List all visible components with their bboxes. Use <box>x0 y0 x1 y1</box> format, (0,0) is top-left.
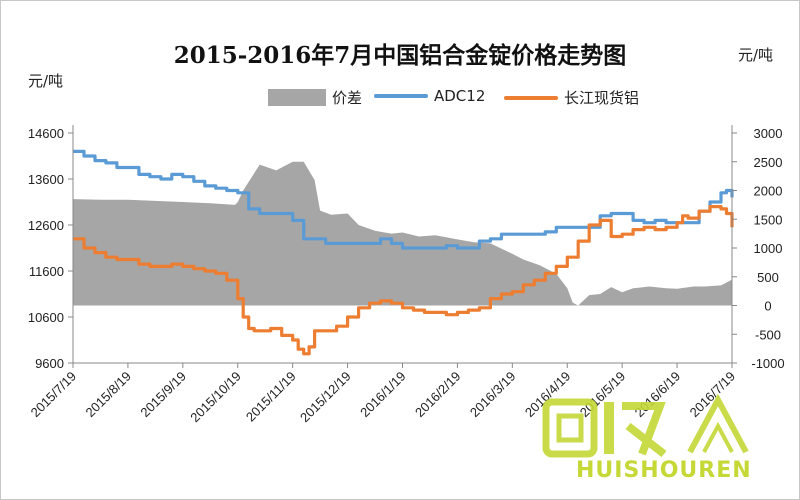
x-tick-label: 2015/11/19 <box>243 369 299 425</box>
y-right-tick-label: -500 <box>755 327 781 342</box>
y-right-tick-label: 2500 <box>754 155 783 170</box>
x-tick-label: 2015/12/19 <box>297 369 354 426</box>
x-tick-label: 2016/3/19 <box>467 369 519 421</box>
legend-label-changjiang: 长江现货铝 <box>564 89 640 107</box>
y-left-unit-label: 元/吨 <box>28 72 64 90</box>
y-left-tick-label: 12600 <box>28 218 64 233</box>
y-right-tick-label: 2000 <box>754 184 783 199</box>
y-right-tick-label: -1000 <box>751 356 784 371</box>
series-area-spread <box>73 161 732 306</box>
x-tick-label: 2016/2/19 <box>412 369 464 421</box>
y-left-tick-label: 10600 <box>28 310 64 325</box>
y-right-tick-label: 1500 <box>754 212 783 227</box>
y-right-unit-label: 元/吨 <box>738 46 774 64</box>
legend-label-adc12: ADC12 <box>434 87 486 105</box>
y-left-tick-label: 13600 <box>28 172 64 187</box>
y-left-tick-label: 14600 <box>28 126 64 141</box>
legend-item-adc12: ADC12 <box>374 87 485 105</box>
x-tick-label: 2016/1/19 <box>357 369 409 421</box>
legend-item-changjiang: 长江现货铝 <box>504 87 639 108</box>
x-tick-label: 2015/8/19 <box>83 369 135 421</box>
x-tick-label: 2015/7/19 <box>28 369 80 421</box>
y-right-tick-label: 500 <box>757 270 779 285</box>
legend-item-spread: 价差 <box>268 87 362 108</box>
y-left-tick-label: 11600 <box>29 264 64 279</box>
x-tick-label: 2015/9/19 <box>137 369 189 421</box>
y-left-tick-label: 9600 <box>35 356 64 371</box>
watermark: HUISHOUREN <box>540 392 780 496</box>
watermark-brand: HUISHOUREN <box>576 458 752 483</box>
legend-swatch-spread <box>268 89 326 106</box>
x-tick-label: 2015/10/19 <box>187 369 244 426</box>
y-right-tick-label: 1000 <box>754 241 783 256</box>
legend-swatch-changjiang <box>504 95 558 100</box>
watermark-logo-icon <box>542 393 749 458</box>
chart-title: 2015-2016年7月中国铝合金锭价格走势图 <box>173 42 627 69</box>
y-right-tick-label: 3000 <box>754 126 783 141</box>
legend-label-spread: 价差 <box>332 89 363 107</box>
legend-swatch-adc12 <box>374 94 428 98</box>
y-right-tick-label: 0 <box>764 299 771 314</box>
series-line-adc12 <box>73 149 734 250</box>
series-line-changjiang <box>73 205 734 356</box>
